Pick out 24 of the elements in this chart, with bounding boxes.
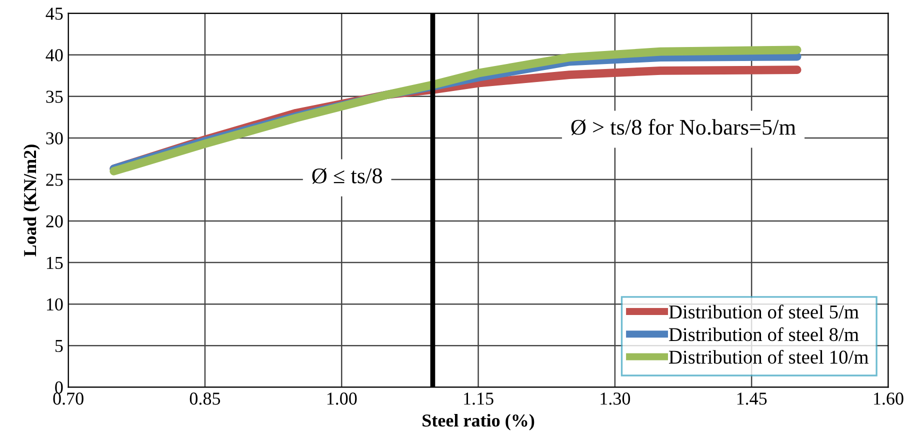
x-tick-label: 1.60 xyxy=(874,392,904,405)
y-tick-label: 30 xyxy=(46,132,63,144)
x-tick-label: 0.70 xyxy=(53,392,84,405)
annotation: Ø ≤ ts/8 xyxy=(312,168,382,184)
y-axis-title: Load (KN/m2) xyxy=(23,144,40,256)
y-tick-label: 10 xyxy=(46,298,63,311)
y-tick-label: 0 xyxy=(55,381,63,394)
legend-label: Distribution of steel 8/m xyxy=(668,327,859,342)
x-tick-label: 1.45 xyxy=(737,392,767,405)
legend-label: Distribution of steel 10/m xyxy=(668,350,868,364)
y-tick-label: 35 xyxy=(46,90,63,103)
y-tick-label: 5 xyxy=(55,340,63,352)
x-tick-label: 0.85 xyxy=(190,392,220,405)
y-tick-label: 20 xyxy=(46,215,63,228)
y-tick-label: 40 xyxy=(46,49,63,62)
y-tick-label: 45 xyxy=(46,8,63,20)
x-tick-label: 1.15 xyxy=(464,392,494,405)
annotation: Ø > ts/8 for No.bars=5/m xyxy=(571,118,796,136)
x-tick-label: 1.00 xyxy=(327,392,357,405)
y-tick-label: 15 xyxy=(46,256,63,269)
x-axis-title: Steel ratio (%) xyxy=(422,414,534,430)
y-tick-label: 25 xyxy=(46,174,63,186)
x-tick-label: 1.30 xyxy=(600,392,630,405)
legend-label: Distribution of steel 5/m xyxy=(668,304,859,319)
